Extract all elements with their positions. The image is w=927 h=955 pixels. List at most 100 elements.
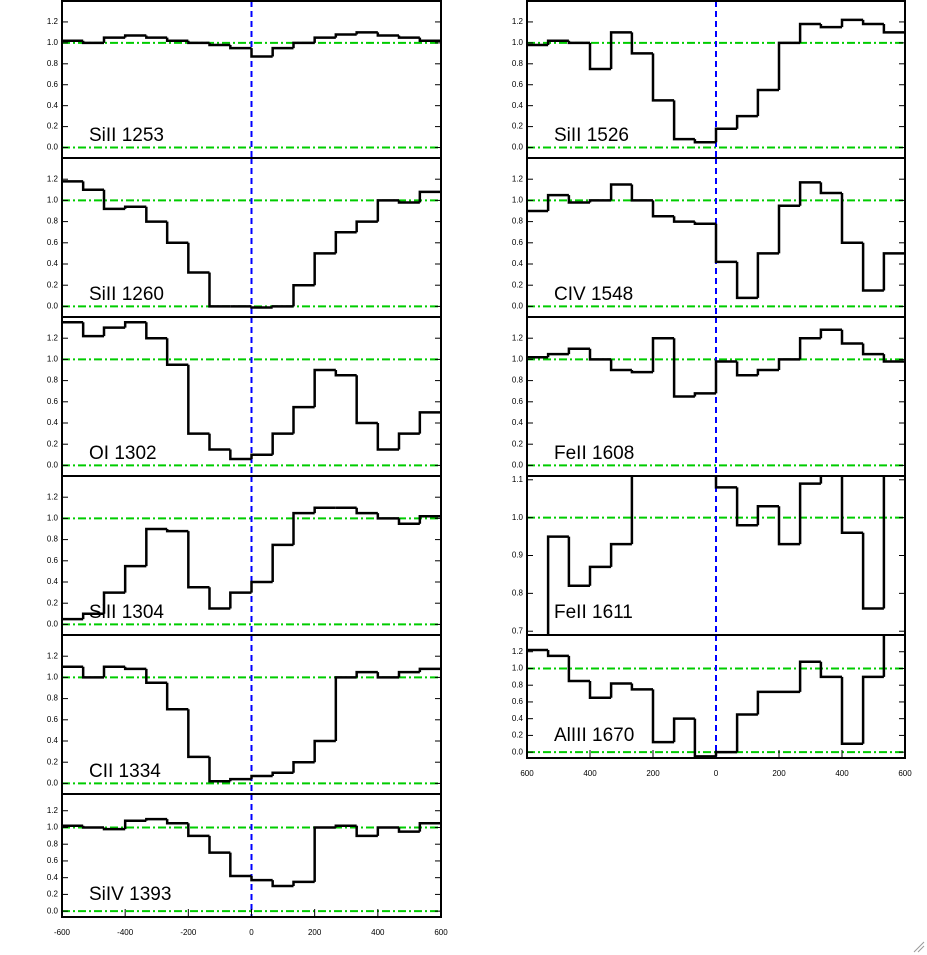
panel-label: CIV 1548 <box>554 284 633 305</box>
flux-step <box>81 612 105 620</box>
y-tick-label: 0.4 <box>47 418 59 427</box>
y-tick-label: 0.6 <box>512 80 524 89</box>
y-tick-label: 0.6 <box>47 556 59 565</box>
y-tick-label: 0.2 <box>47 890 59 899</box>
flux-step <box>567 195 590 204</box>
flux-step <box>102 326 126 337</box>
flux-step <box>777 506 801 546</box>
x-tick-label: 600 <box>520 769 534 778</box>
flux-step <box>735 261 758 300</box>
flux-step <box>672 216 695 223</box>
flux-step <box>250 453 273 460</box>
flux-step <box>165 682 189 711</box>
flux-step <box>292 760 315 773</box>
flux-step <box>609 359 632 372</box>
flux-step <box>376 199 399 222</box>
y-tick-label: 0.6 <box>512 238 524 247</box>
flux-step <box>630 32 653 55</box>
flux-step <box>313 368 336 408</box>
flux-step <box>798 181 821 206</box>
panel: 0.0 0.2 0.4 0.6 0.8 1.0 1.2 SiII 1253 <box>47 0 442 159</box>
x-tick-label: 0 <box>714 769 719 778</box>
panel: 0.0 0.2 0.4 0.6 0.8 1.0 1.2 SiII 1526 <box>512 0 906 159</box>
flux-step <box>313 739 336 763</box>
flux-step <box>313 506 336 514</box>
y-tick-label: 0.0 <box>47 302 59 311</box>
y-tick-label: 0.2 <box>47 280 59 289</box>
y-tick-label: 1.0 <box>47 196 59 205</box>
y-tick-label: 0.6 <box>47 238 59 247</box>
panel: 0.0 0.2 0.4 0.6 0.8 1.0 1.2 -600 -400 -200 0 200 400… <box>47 793 448 937</box>
flux-step <box>882 252 905 291</box>
plot-area <box>527 476 905 635</box>
y-tick-label: 0.2 <box>47 122 59 131</box>
flux-step <box>630 370 653 374</box>
flux-step <box>271 432 294 455</box>
flux-step <box>397 518 420 525</box>
flux-step <box>819 661 842 679</box>
y-tick-label: 1.2 <box>512 174 524 183</box>
flux-step <box>355 670 378 678</box>
panel: 0.0 0.2 0.4 0.6 0.8 1.0 1.2 CII 1334 <box>47 634 442 795</box>
resize-grip <box>913 941 925 953</box>
y-tick-label: 0.8 <box>512 59 524 68</box>
flux-step <box>81 181 105 192</box>
flux-step <box>292 283 315 307</box>
x-tick-label: 200 <box>772 769 786 778</box>
panel-label: SiII 1526 <box>554 125 629 146</box>
flux-step <box>798 660 821 692</box>
flux-step <box>840 676 864 746</box>
flux-step <box>714 223 738 264</box>
flux-step <box>882 354 905 363</box>
flux-step <box>292 880 315 887</box>
flux-step <box>271 46 294 57</box>
panel: 0.0 0.2 0.4 0.6 0.8 1.0 1.2 OI 1302 <box>47 316 442 477</box>
x-tick-label: -400 <box>117 928 134 937</box>
flux-step <box>588 565 612 586</box>
panel-label: CII 1334 <box>89 761 161 782</box>
flux-step <box>588 42 612 71</box>
flux-step <box>355 825 378 838</box>
flux-step <box>735 487 758 527</box>
flux-step <box>735 713 758 753</box>
flux-step <box>355 507 378 515</box>
y-tick-label: 1.0 <box>47 673 59 682</box>
y-tick-label: 0.6 <box>47 856 59 865</box>
flux-step <box>672 100 695 141</box>
flux-step <box>397 432 420 450</box>
plot-area <box>527 317 905 476</box>
y-tick-label: 0.6 <box>512 397 524 406</box>
flux-step <box>651 336 675 373</box>
y-tick-label: 1.0 <box>47 355 59 364</box>
flux-step <box>334 824 357 828</box>
flux-step <box>208 835 231 854</box>
flux-step <box>609 31 632 70</box>
flux-step <box>418 667 441 673</box>
y-tick-label: 0.4 <box>47 259 59 268</box>
flux-step <box>271 880 294 888</box>
flux-step <box>334 230 357 254</box>
flux-step <box>187 242 210 274</box>
y-tick-label: 1.2 <box>47 492 59 501</box>
flux-step <box>418 515 441 524</box>
y-tick-label: 1.2 <box>47 174 59 183</box>
y-tick-label: 0.0 <box>512 302 524 311</box>
y-tick-label: 1.1 <box>512 475 524 484</box>
x-tick-label: 400 <box>583 769 597 778</box>
flux-step <box>861 675 884 744</box>
flux-step <box>798 482 821 545</box>
plot-area <box>62 635 441 794</box>
y-tick-label: 1.0 <box>512 355 524 364</box>
flux-step <box>567 536 590 588</box>
y-tick-label: 0.6 <box>47 397 59 406</box>
y-tick-label: 0.0 <box>47 620 59 629</box>
plot-area <box>62 476 441 635</box>
flux-step <box>187 709 210 759</box>
flux-step <box>756 252 779 298</box>
flux-step <box>397 35 420 39</box>
flux-step <box>229 591 252 609</box>
y-tick-label: 0.0 <box>47 461 59 470</box>
flux-step <box>861 242 884 292</box>
x-tick-label: 600 <box>898 769 912 778</box>
